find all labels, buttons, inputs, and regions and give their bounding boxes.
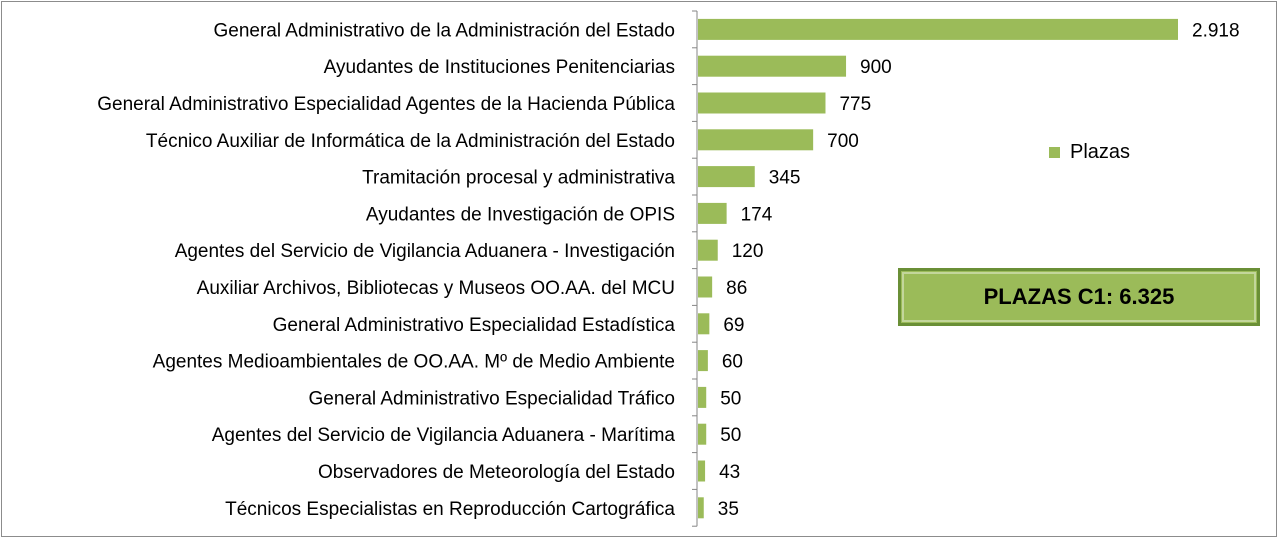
value-label: 43 bbox=[719, 462, 740, 483]
category-label: Tramitación procesal y administrativa bbox=[362, 168, 675, 189]
total-text: PLAZAS C1: 6.325 bbox=[983, 284, 1175, 309]
legend-label: Plazas bbox=[1070, 140, 1131, 163]
bar bbox=[698, 92, 826, 114]
bar bbox=[698, 202, 727, 224]
value-label: 120 bbox=[732, 241, 764, 262]
value-label: 345 bbox=[769, 168, 801, 189]
bar bbox=[698, 350, 708, 372]
bar bbox=[698, 55, 847, 77]
value-labels: 2.918 900 775 700 345 174 120 86 69 60 50 50 43 35 bbox=[718, 20, 1240, 519]
value-label: 60 bbox=[722, 352, 743, 373]
category-label: Observadores de Meteorología del Estado bbox=[318, 462, 675, 483]
category-labels: General Administrativo de la Administrac… bbox=[97, 20, 675, 519]
category-label: Agentes del Servicio de Vigilancia Aduan… bbox=[212, 425, 676, 446]
bar bbox=[698, 423, 707, 445]
bar bbox=[698, 313, 710, 335]
bar bbox=[698, 166, 755, 188]
total-box: PLAZAS C1: 6.325 bbox=[898, 268, 1260, 326]
bar bbox=[698, 129, 814, 151]
axis-ticks bbox=[692, 10, 697, 527]
category-label: Ayudantes de Investigación de OPIS bbox=[366, 204, 675, 225]
category-label: Auxiliar Archivos, Bibliotecas y Museos … bbox=[197, 278, 675, 299]
category-label: General Administrativo Especialidad Esta… bbox=[273, 315, 676, 336]
category-label: Ayudantes de Instituciones Penitenciaria… bbox=[324, 57, 675, 78]
bars bbox=[698, 18, 1178, 519]
category-label: General Administrativo Especialidad Tráf… bbox=[309, 388, 675, 409]
legend-swatch bbox=[1049, 146, 1060, 158]
bar bbox=[698, 18, 1178, 40]
bar bbox=[698, 497, 704, 519]
value-label: 50 bbox=[720, 425, 741, 446]
value-label: 2.918 bbox=[1192, 20, 1240, 41]
value-label: 174 bbox=[741, 204, 773, 225]
bar bbox=[698, 276, 713, 298]
value-label: 775 bbox=[839, 94, 871, 115]
category-label: Técnico Auxiliar de Informática de la Ad… bbox=[146, 131, 675, 152]
bar bbox=[698, 386, 707, 408]
value-label: 50 bbox=[720, 388, 741, 409]
category-label: Agentes Medioambientales de OO.AA. Mº de… bbox=[153, 352, 675, 373]
bar bbox=[698, 460, 706, 482]
bar bbox=[698, 239, 718, 261]
category-label: Técnicos Especialistas en Reproducción C… bbox=[225, 499, 675, 520]
legend: Plazas bbox=[1049, 140, 1130, 164]
value-label: 35 bbox=[718, 499, 739, 520]
value-label: 69 bbox=[723, 315, 744, 336]
value-label: 900 bbox=[860, 57, 892, 78]
category-label: Agentes del Servicio de Vigilancia Aduan… bbox=[175, 241, 675, 262]
value-label: 86 bbox=[726, 278, 747, 299]
category-label: General Administrativo Especialidad Agen… bbox=[97, 94, 675, 115]
value-label: 700 bbox=[827, 131, 859, 152]
category-label: General Administrativo de la Administrac… bbox=[213, 20, 675, 41]
